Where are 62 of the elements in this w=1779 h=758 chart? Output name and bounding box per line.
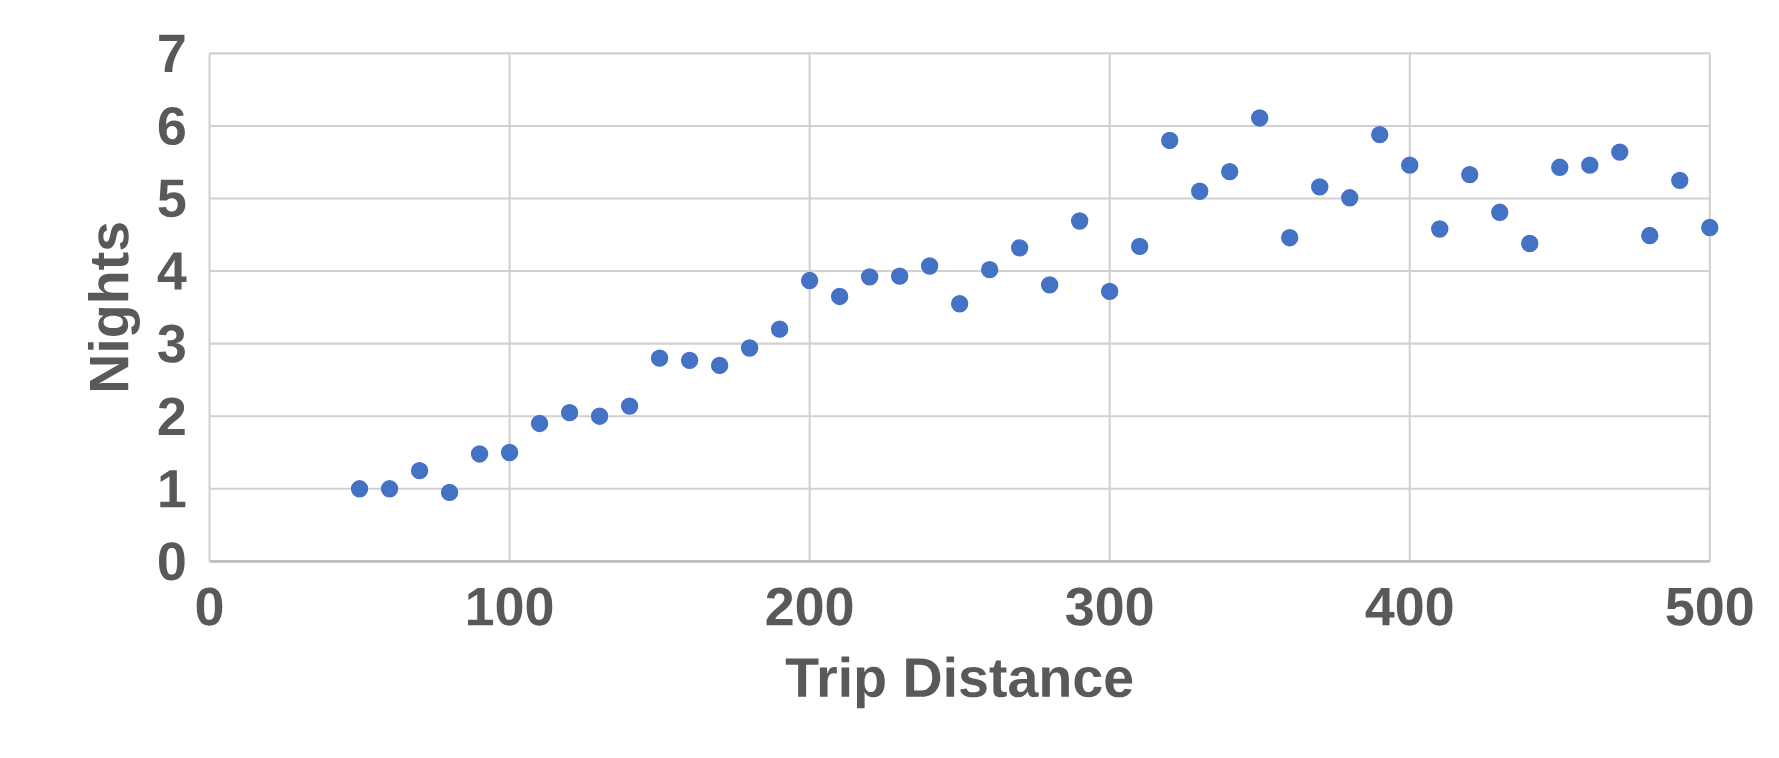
x-tick-label: 500 (1666, 587, 1753, 626)
point (1040, 276, 1059, 294)
y-tick-label: 2 (158, 397, 185, 436)
point (1521, 234, 1539, 253)
point (1311, 178, 1329, 196)
point (1581, 156, 1599, 174)
x-tick-label: 400 (1365, 587, 1453, 626)
point (470, 445, 489, 463)
point (1070, 212, 1089, 230)
x-tick-label: 100 (468, 587, 553, 626)
point (1221, 162, 1239, 181)
y-tick-label: 7 (159, 34, 185, 72)
y-tick-label: 5 (158, 179, 186, 218)
point (770, 320, 789, 338)
point (800, 271, 819, 290)
point (830, 287, 849, 306)
point (1161, 131, 1179, 150)
point (1341, 189, 1359, 207)
point (560, 403, 579, 422)
point (1100, 282, 1119, 301)
x-tick-label: 200 (766, 587, 853, 626)
point (1371, 125, 1389, 144)
point (1611, 143, 1629, 161)
x-axis-title: Trip Distance (785, 656, 1133, 709)
point (1461, 165, 1479, 184)
point (1431, 220, 1449, 238)
point (530, 414, 549, 433)
point (500, 443, 519, 462)
point (410, 461, 429, 480)
point (380, 480, 399, 498)
point (680, 351, 699, 370)
y-tick-label: 4 (157, 252, 187, 290)
point (650, 349, 669, 367)
y-tick-label: 0 (159, 542, 185, 581)
x-tick-label: 0 (196, 587, 223, 626)
point (1641, 226, 1659, 245)
point (1551, 158, 1569, 176)
point (980, 260, 999, 279)
point (1131, 237, 1149, 256)
point (440, 483, 459, 502)
point (1701, 218, 1719, 237)
point (1010, 239, 1029, 257)
point (1671, 171, 1689, 190)
point (740, 339, 759, 357)
point (1281, 229, 1299, 247)
point (1401, 156, 1419, 174)
point (860, 268, 879, 286)
point (710, 356, 729, 375)
x-tick-label: 300 (1066, 587, 1153, 626)
point (1191, 182, 1209, 200)
point (620, 397, 639, 415)
y-tick-label: 3 (158, 324, 185, 363)
point (1491, 203, 1509, 221)
point (590, 407, 609, 425)
point (890, 267, 909, 285)
point (920, 257, 939, 275)
y-tick-label: 6 (158, 106, 185, 146)
point (950, 295, 969, 313)
point (350, 480, 369, 498)
y-axis-title: Nights (87, 223, 140, 391)
point (1251, 109, 1269, 127)
y-tick-label: 1 (160, 470, 186, 508)
